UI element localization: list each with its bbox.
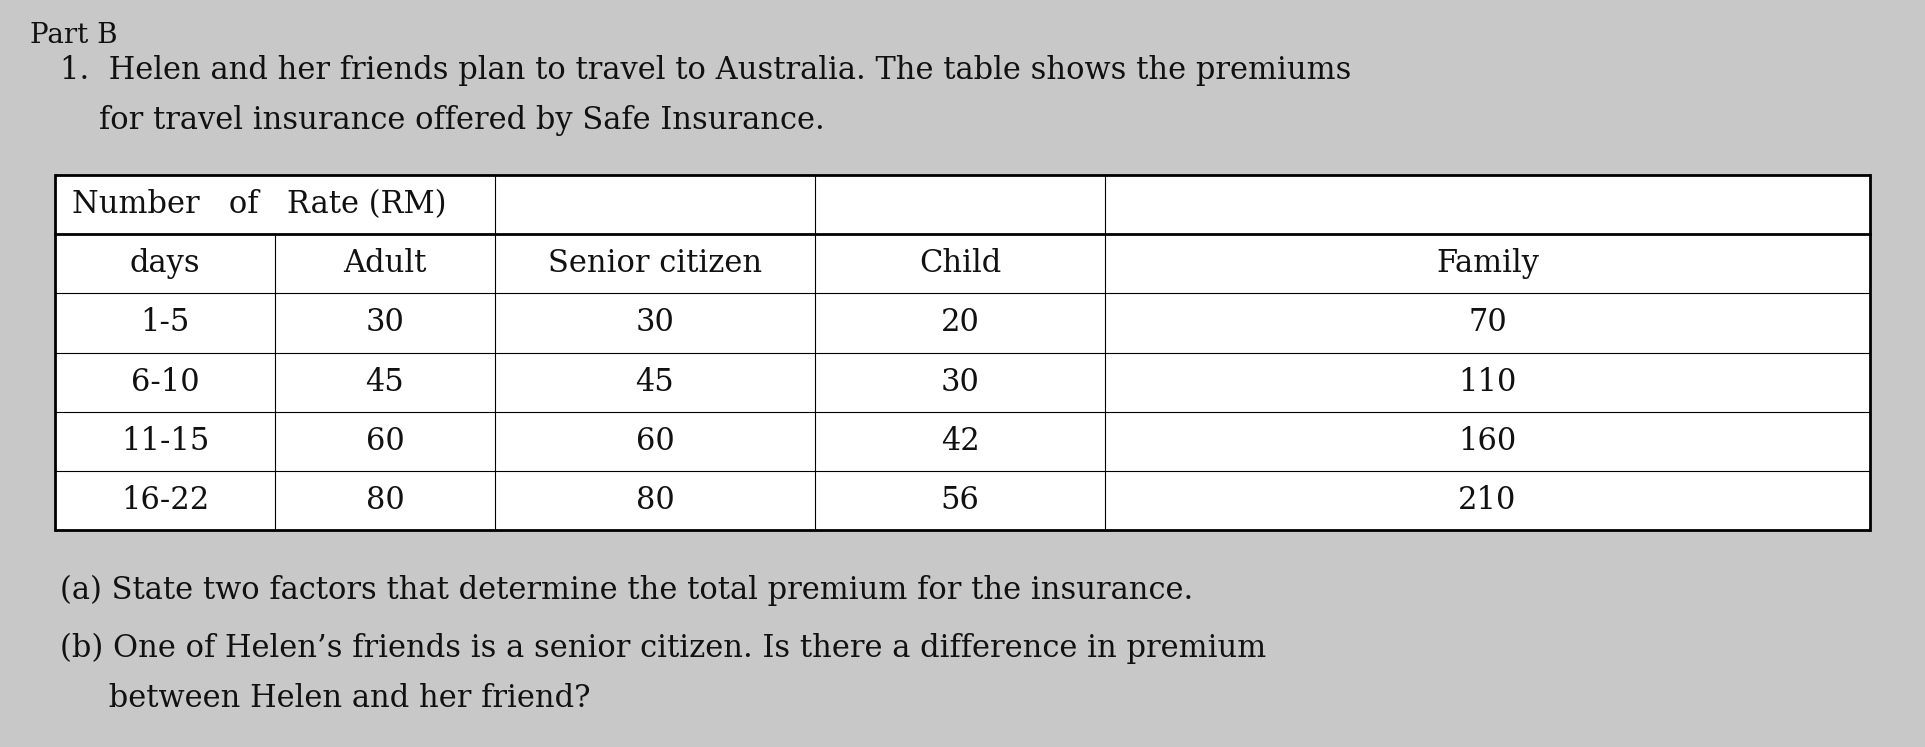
Text: Number   of: Number of [71,189,258,220]
Text: 30: 30 [635,308,674,338]
Text: 80: 80 [366,485,404,516]
Text: 60: 60 [366,426,404,456]
Text: days: days [129,248,200,279]
Text: (a) State two factors that determine the total premium for the insurance.: (a) State two factors that determine the… [60,575,1194,607]
Text: 45: 45 [635,367,674,397]
Text: 1-5: 1-5 [141,308,191,338]
Text: 42: 42 [941,426,980,456]
Text: 80: 80 [635,485,674,516]
Text: 60: 60 [635,426,674,456]
Text: (b) One of Helen’s friends is a senior citizen. Is there a difference in premium: (b) One of Helen’s friends is a senior c… [60,633,1267,664]
Text: Rate (RM): Rate (RM) [287,189,447,220]
Text: 160: 160 [1459,426,1517,456]
Text: Part B: Part B [31,22,117,49]
Text: for travel insurance offered by Safe Insurance.: for travel insurance offered by Safe Ins… [60,105,824,136]
Text: 6-10: 6-10 [131,367,200,397]
Text: 30: 30 [941,367,980,397]
Text: Child: Child [918,248,1001,279]
Bar [56,175,1869,530]
Text: 110: 110 [1459,367,1517,397]
Text: 1.  Helen and her friends plan to travel to Australia. The table shows the premi: 1. Helen and her friends plan to travel … [60,55,1351,86]
Text: 70: 70 [1469,308,1507,338]
Text: 20: 20 [941,308,980,338]
Text: 16-22: 16-22 [121,485,210,516]
Text: Adult: Adult [343,248,427,279]
Text: between Helen and her friend?: between Helen and her friend? [60,683,591,714]
Text: 56: 56 [941,485,980,516]
Text: 11-15: 11-15 [121,426,210,456]
Text: 30: 30 [366,308,404,338]
Text: Family: Family [1436,248,1538,279]
Text: Senior citizen: Senior citizen [549,248,762,279]
Text: 210: 210 [1459,485,1517,516]
Text: 45: 45 [366,367,404,397]
